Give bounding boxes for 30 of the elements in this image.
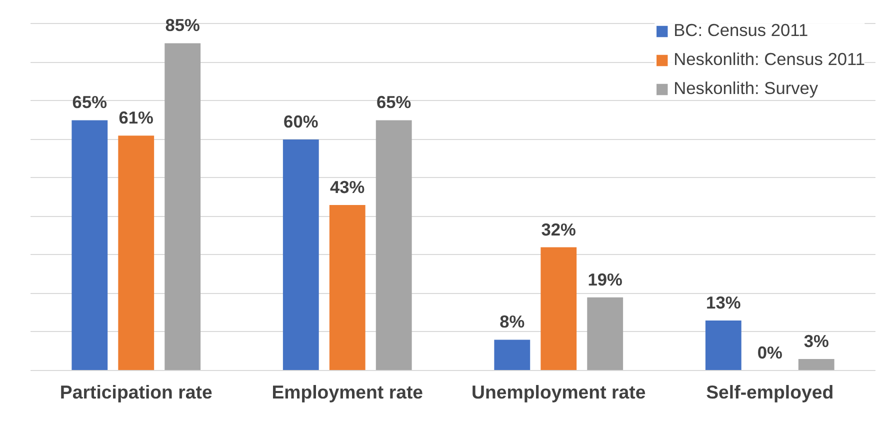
bar <box>329 204 366 370</box>
bar <box>72 120 108 370</box>
bar <box>705 320 742 370</box>
bar <box>118 136 154 370</box>
data-label: 43% <box>330 176 365 197</box>
data-label: 8% <box>500 312 525 332</box>
data-label: 19% <box>588 269 622 290</box>
x-tick-label: Employment rate <box>272 382 424 402</box>
data-label: 61% <box>118 108 154 128</box>
data-label: 65% <box>376 92 412 112</box>
x-tick-label: Unemployment rate <box>472 382 646 402</box>
bar <box>494 340 530 370</box>
data-label: 3% <box>804 330 829 351</box>
bar <box>798 358 834 370</box>
bar <box>282 139 319 370</box>
legend-label: Neskonlith: Census 2011 <box>674 49 865 70</box>
legend-label: Neskonlith: Survey <box>674 78 818 99</box>
legend-label: BC: Census 2011 <box>674 20 808 41</box>
data-label: 85% <box>165 15 200 36</box>
data-label: 13% <box>706 292 741 312</box>
data-label: 60% <box>284 111 318 132</box>
bar <box>164 43 201 370</box>
data-label: 0% <box>757 342 782 362</box>
bar <box>376 120 412 370</box>
x-tick-label: Self-employed <box>706 382 834 402</box>
bar <box>587 297 624 370</box>
x-tick-label: Participation rate <box>60 382 212 402</box>
data-label: 32% <box>541 219 576 240</box>
bar <box>540 247 577 370</box>
data-label: 65% <box>72 92 107 112</box>
